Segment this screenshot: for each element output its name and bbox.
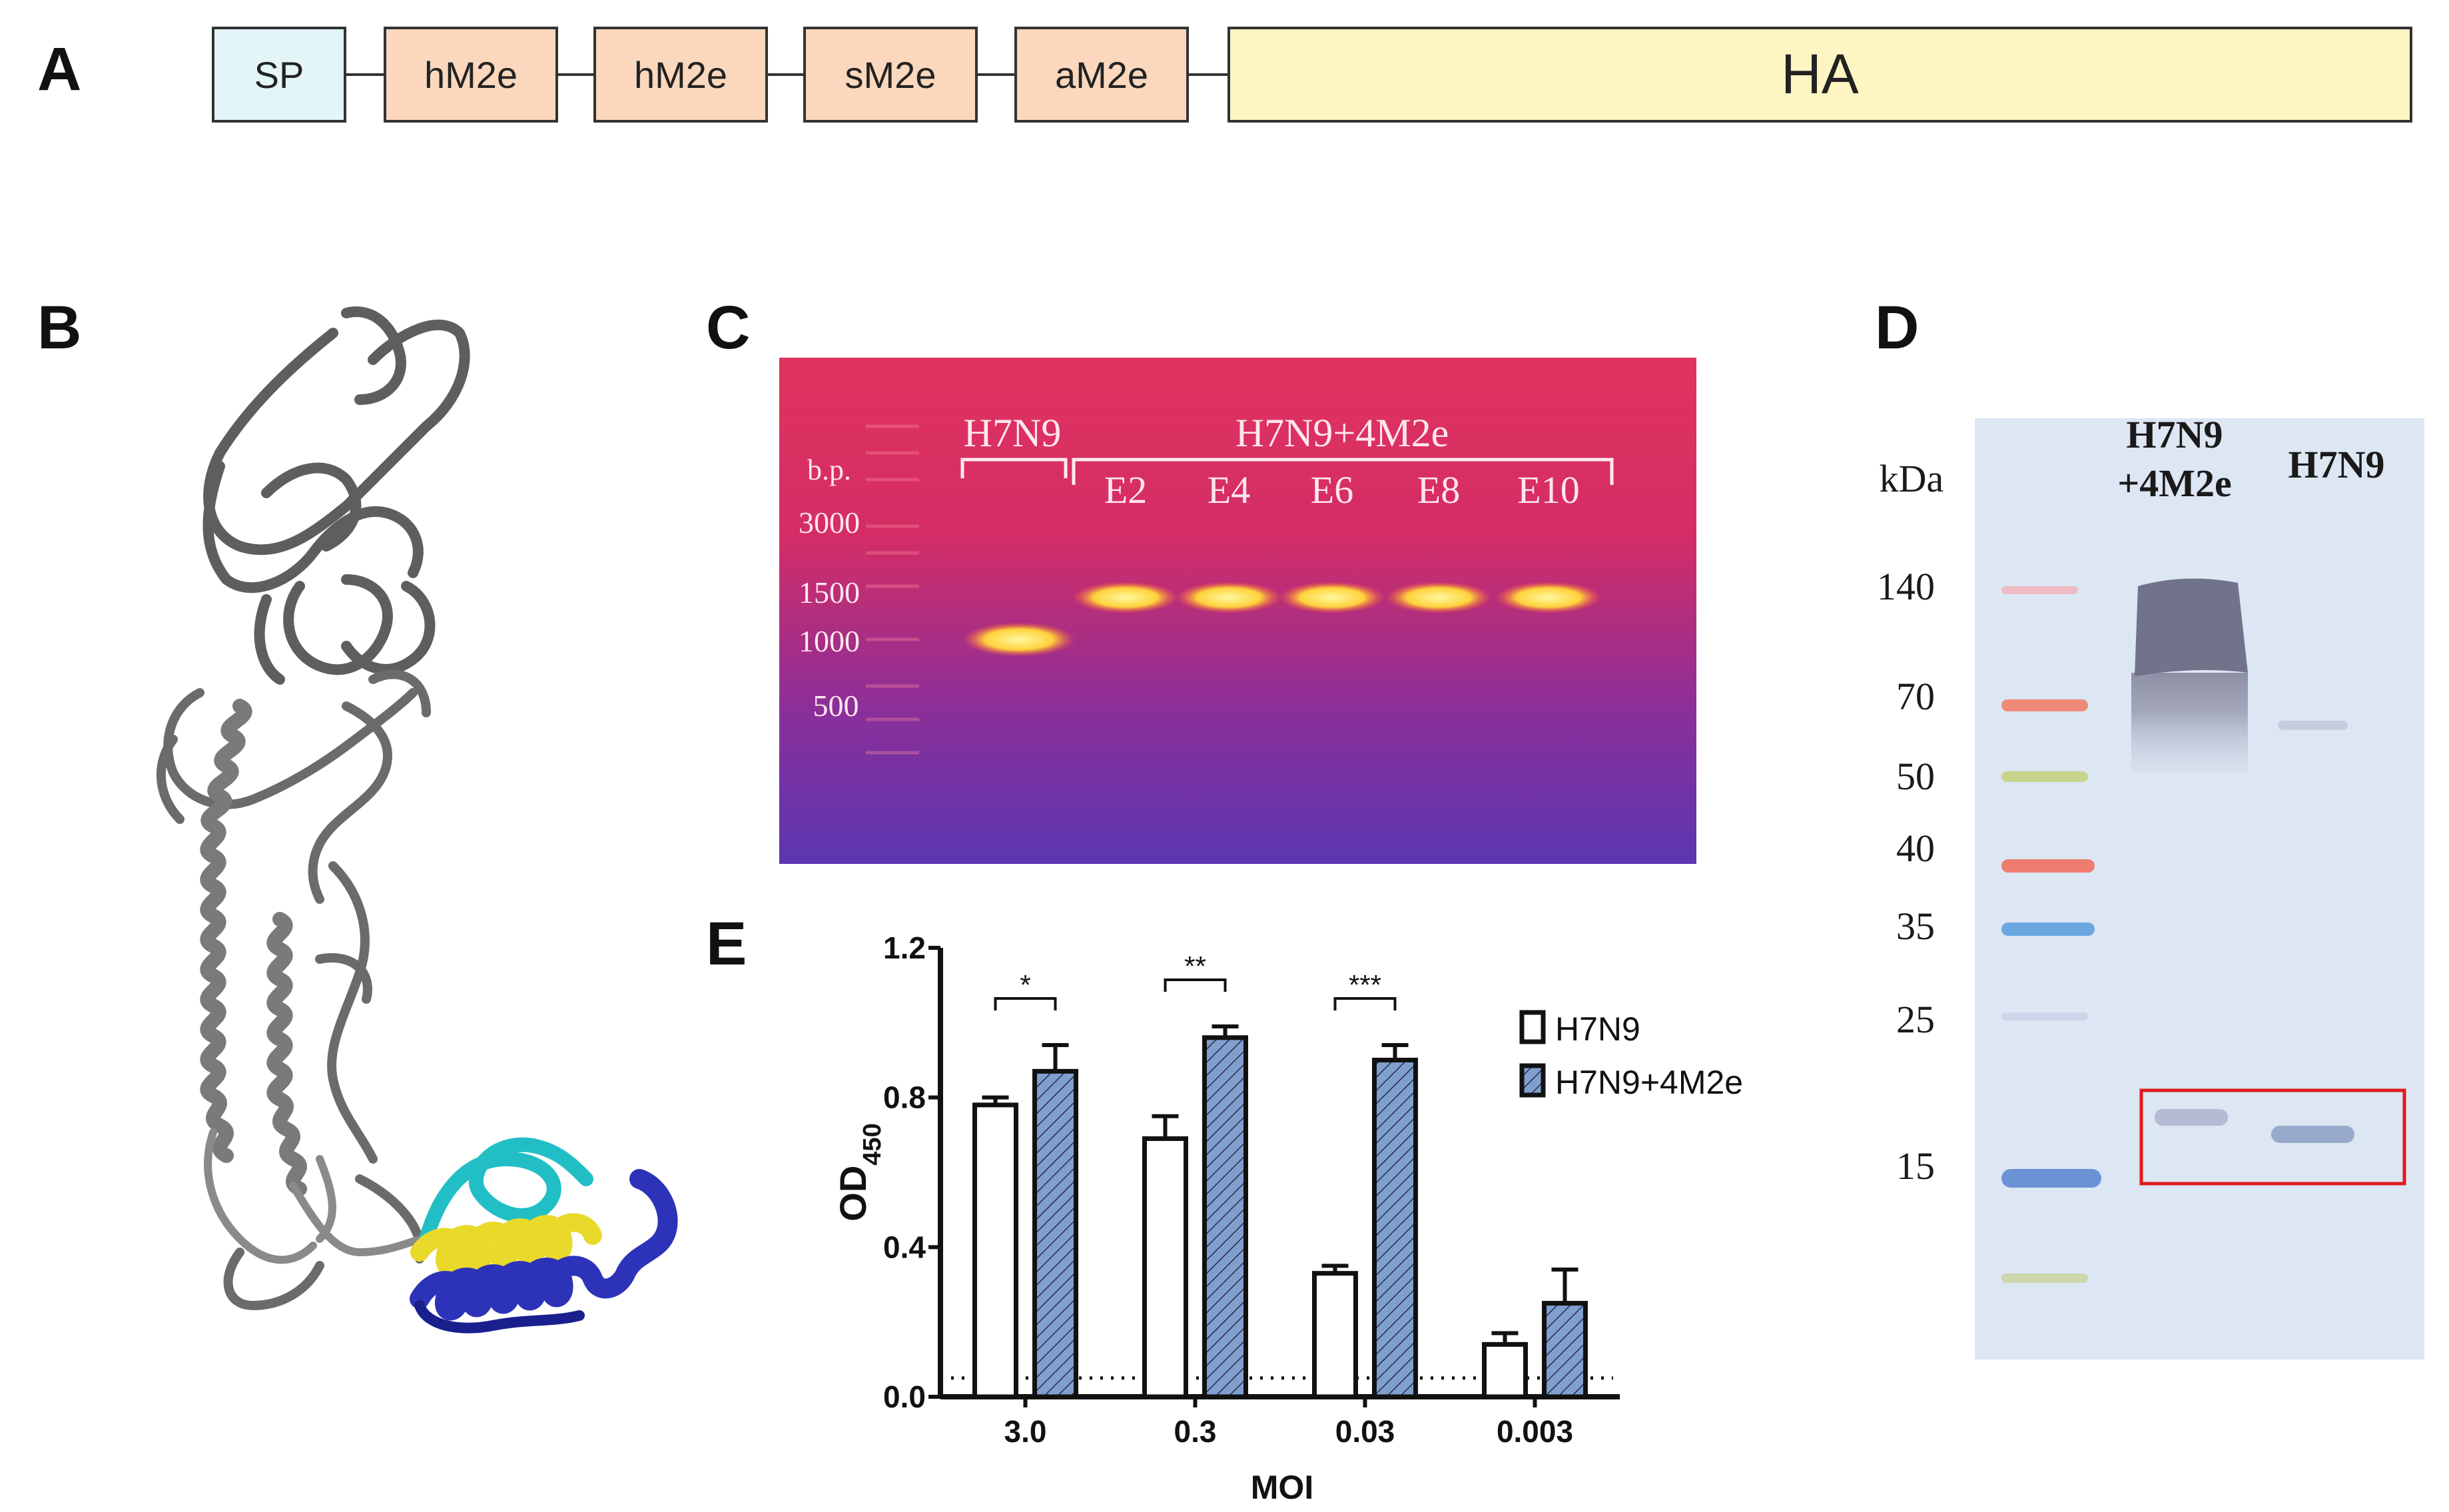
panel-label-a: A: [37, 35, 82, 103]
chart-ylabel-text: OD: [832, 1166, 874, 1222]
chart-bar-h7n9-4m2e: [1202, 1035, 1248, 1399]
chart-x-tick-label: 0.03: [1335, 1414, 1395, 1449]
chart-bar-h7n9-4m2e: [1542, 1301, 1588, 1399]
construct-segment-hm2e: [384, 27, 558, 123]
construct-segment-label: hM2e: [424, 54, 518, 96]
chart-significance-label: *: [1020, 969, 1030, 1000]
construct-segment-label: aM2e: [1055, 54, 1148, 96]
chart-significance-label: **: [1184, 950, 1206, 982]
chart-y-tick-label: 1.2: [883, 931, 926, 965]
chart-significance-label: ***: [1349, 969, 1381, 1000]
construct-segment-ha: [1227, 27, 2412, 123]
chart-significance-bracket: [1164, 978, 1227, 992]
construct-segment-label: SP: [254, 54, 304, 96]
legend-swatch-h7n9: [1519, 1010, 1546, 1044]
chart-bar-h7n9: [1142, 1136, 1188, 1399]
construct-segment-hm2e: [593, 27, 768, 123]
panel-label-d: D: [1875, 294, 1920, 362]
chart-bar-h7n9: [1312, 1271, 1358, 1399]
construct-segment-label: sM2e: [845, 54, 936, 96]
chart-ylabel-subscript: 450: [859, 1123, 886, 1165]
legend-label-h7n9: H7N9: [1555, 1010, 1640, 1048]
chart-bar-h7n9: [1482, 1341, 1528, 1399]
chart-significance-bracket: [1333, 997, 1397, 1011]
chart-y-tick-label: 0.4: [883, 1230, 926, 1264]
construct-diagram: SP hM2e hM2e sM2e aM2e HA: [212, 27, 2412, 123]
chart-y-tick-label: 0.8: [883, 1080, 926, 1115]
panel-label-b: B: [37, 294, 82, 362]
legend-label-h7n9-4m2e: H7N9+4M2e: [1555, 1064, 1743, 1101]
panel-label-e: E: [706, 910, 747, 978]
construct-segment-am2e: [1014, 27, 1189, 123]
chart-ylabel-main: OD450: [832, 1123, 886, 1221]
panel-label-c: C: [706, 294, 751, 362]
chart-bar-h7n9-4m2e: [1032, 1068, 1078, 1399]
chart-y-tick-label: 0.0: [883, 1379, 926, 1414]
construct-segment-label: HA: [1781, 43, 1859, 105]
chart-x-tick-label: 3.0: [1004, 1414, 1047, 1449]
legend-swatch-h7n9-4m2e: [1519, 1063, 1546, 1098]
construct-segment-sm2e: [803, 27, 978, 123]
construct-segment-sp: [212, 27, 346, 123]
chart-xlabel: MOI: [1251, 1469, 1313, 1506]
chart-x-tick-label: 0.3: [1174, 1414, 1217, 1449]
chart-bar-h7n9: [972, 1102, 1018, 1399]
construct-segment-label: hM2e: [634, 54, 727, 96]
chart-x-tick-label: 0.003: [1497, 1414, 1573, 1449]
chart-significance-bracket: [994, 997, 1057, 1011]
chart-bar-h7n9-4m2e: [1372, 1058, 1418, 1399]
